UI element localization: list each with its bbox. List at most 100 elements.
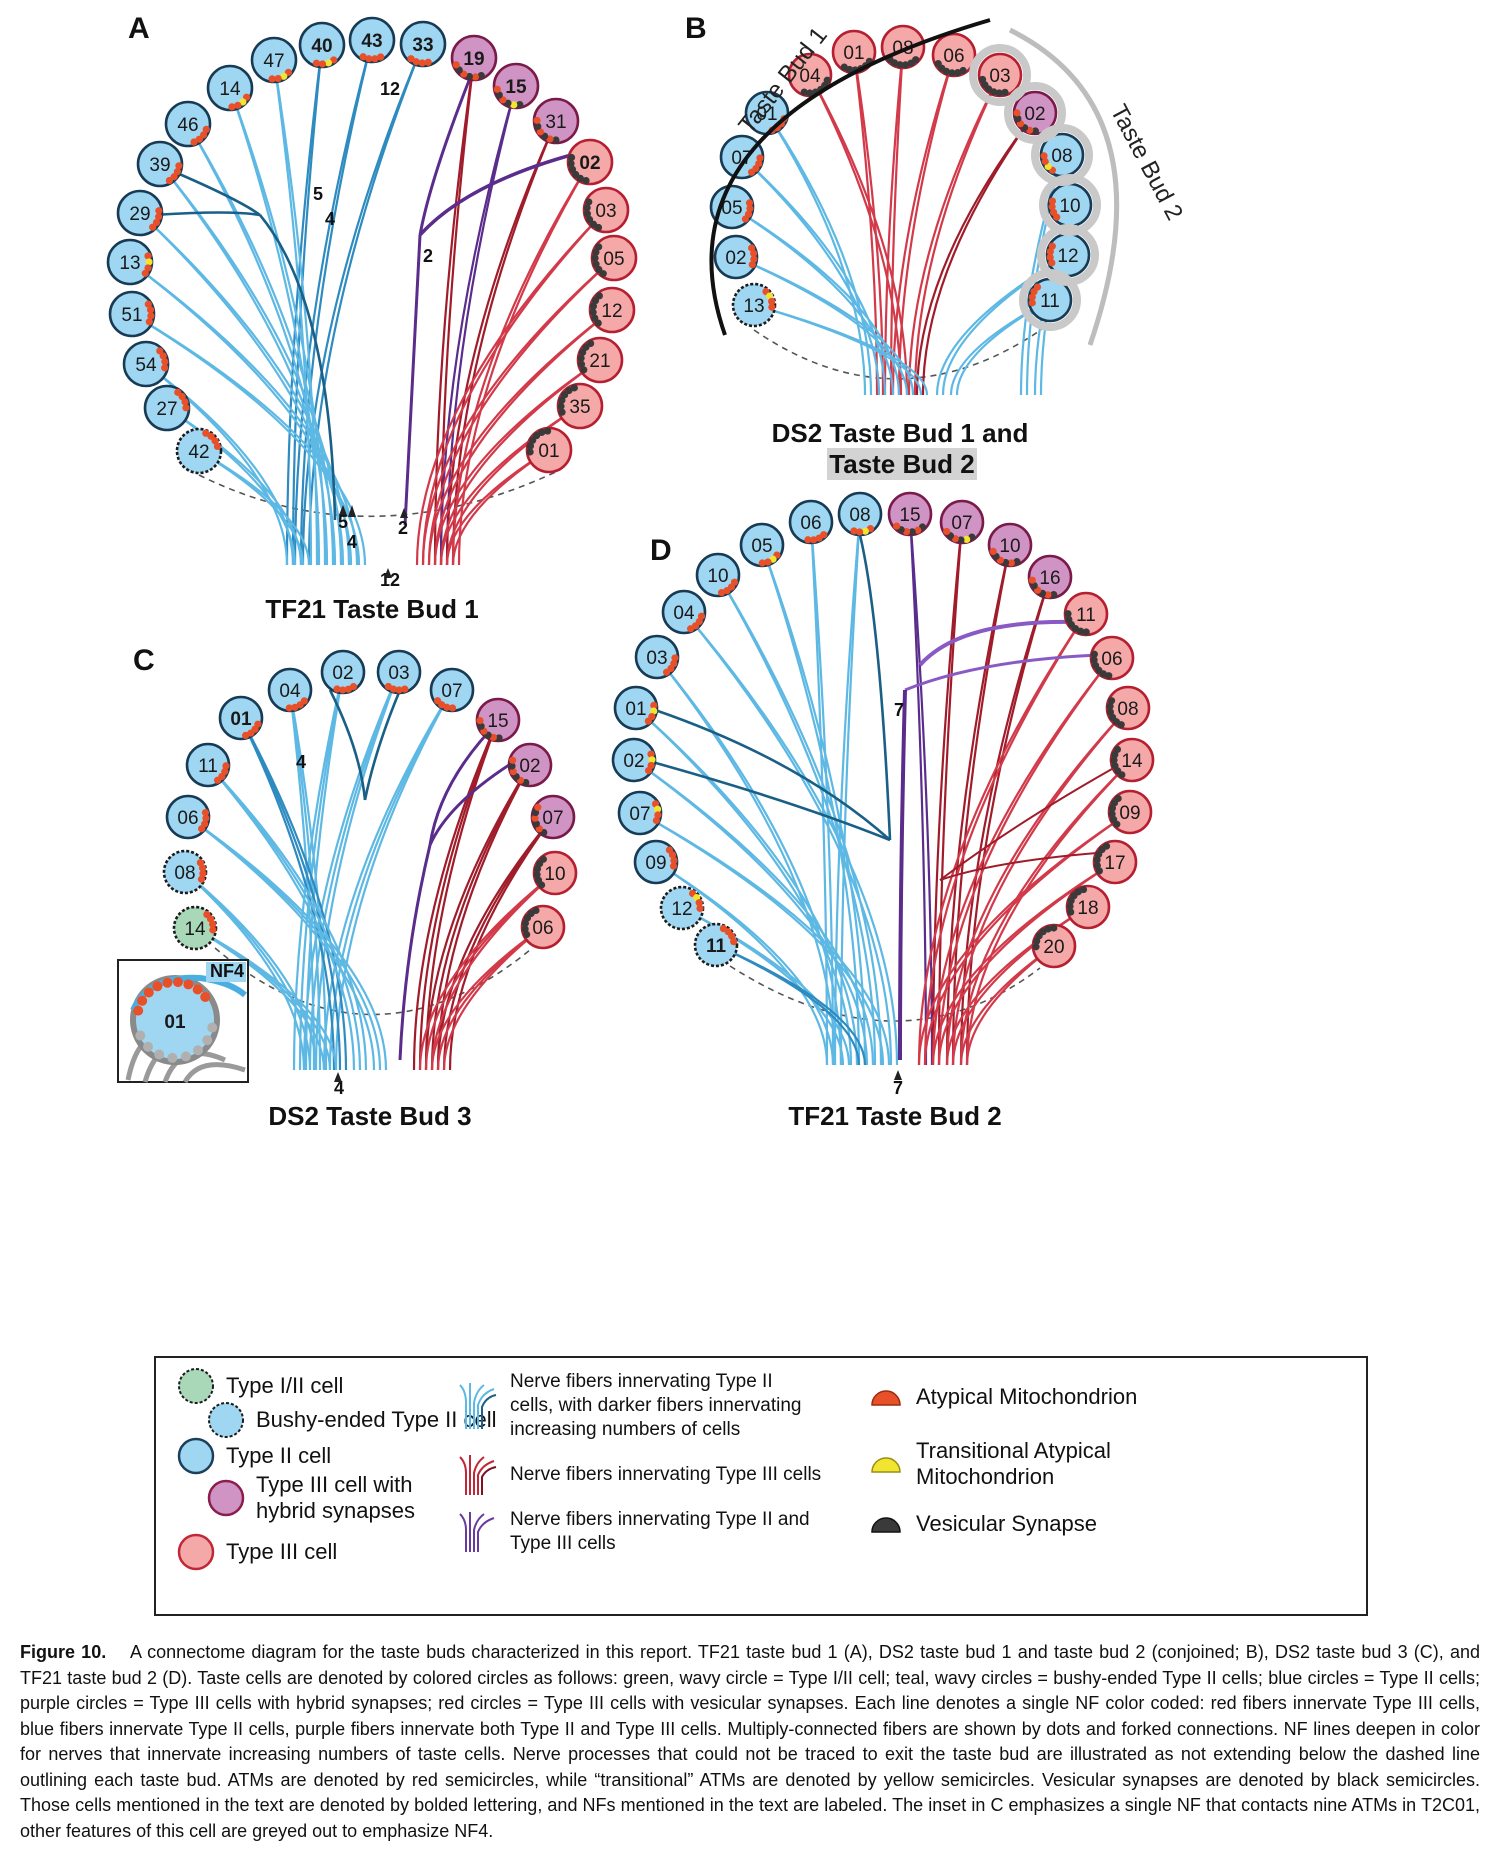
caption-text: A connectome diagram for the taste buds … [20,1642,1481,1841]
cell-label: 43 [361,31,382,52]
organelle-dot [804,536,812,544]
legend-bushy-label: Bushy-ended Type II cell [256,1407,497,1432]
organelle-dot [202,814,210,822]
panel-b: 01 08 06 04 03 02 08 10 12 11 01 07 05 02 13 Taste Bud … [685,12,1188,480]
cell-label: 05 [721,198,742,219]
type-iii-hybrid-cell-icon [207,1479,245,1517]
greyed-dot [154,1049,165,1060]
cell-circle [175,427,223,475]
nerve-fiber [917,613,1087,1066]
organelle-dot [395,686,403,694]
taste-cell: 40 [298,21,346,69]
organelle-dot [532,906,540,915]
cell-ring: 02 03 04 07 01 15 11 02 06 07 08 10 14 06 [162,649,578,951]
organelle-dot [401,685,409,693]
organelle-dot [647,750,655,758]
organelle-dot [595,265,603,274]
taste-cell: 10 [532,850,578,896]
organelle-dot [339,686,347,694]
cell-label: 01 [538,441,559,462]
organelle-dot [748,261,756,269]
cell-ring: 06 08 15 07 05 10 10 16 04 11 03 06 01 08 02 14 07 09 09 17… [611,491,1155,969]
organelle-dot [365,55,373,63]
taste-cell: 06 [788,499,834,545]
organelle-dot [318,60,327,68]
cell-label: 35 [569,397,590,418]
organelle-dot [533,116,541,124]
title-highlight [827,448,977,480]
taste-cell: 15 [492,62,540,110]
organelle-dot [190,138,198,146]
organelle-dot [516,101,524,109]
organelle-dot [538,428,546,437]
organelle-dot [764,558,772,566]
nerve-fiber [633,759,875,1066]
panel-c-title: DS2 Taste Bud 3 [268,1101,471,1131]
cell-label: 12 [1057,246,1078,267]
legend-vesicular: Vesicular Synapse [866,1511,1097,1537]
nerve-fiber [433,309,613,566]
cell-label: 11 [198,756,218,777]
greyed-dot [143,1041,154,1052]
cell-label: 06 [1101,649,1122,670]
organelle-dot [592,260,600,268]
panel-a: 40 43 331915310203051221350147144639291351… [106,12,638,624]
exit-label-7: 7 [893,1078,903,1098]
multi-connected-fiber [169,168,261,217]
nerve-fiber [683,611,893,1066]
cell-label: 08 [174,863,195,884]
cell-label: 03 [595,201,616,222]
organelle-dot [510,101,518,109]
organelle-dot [534,122,542,130]
organelle-dot [324,59,333,67]
organelle-dot [344,685,352,693]
taste-bud-2-highlight [1019,269,1081,331]
panel-c-letter: C [133,644,155,677]
organelle-dot [201,808,210,817]
organelle-dot [195,135,203,143]
organelle-dot [407,55,415,63]
cell-label: 18 [1077,898,1098,919]
taste-bud-2-bracket [1008,27,1120,346]
taste-cell: 13 [731,282,777,328]
multi-connected-fiber [154,211,261,217]
organelle-dot [957,536,965,544]
organelle-dot [209,920,217,928]
taste-cell: 05 [590,234,638,282]
legend-type-iii-label: Type III cell [226,1539,338,1564]
cell-label: 02 [579,153,600,174]
nerve-fiber [656,656,843,1066]
cell-label: 02 [519,756,540,777]
taste-cell: 08 [1105,685,1151,731]
organelle-dot [280,72,288,80]
cell-label: 12 [601,301,622,322]
organelle-dot [202,125,210,134]
taste-cell: 07 [939,499,985,545]
organelle-dot [145,318,153,326]
taste-cell: 10 [1047,182,1093,228]
organelle-dot [652,816,660,825]
legend-type-ii: Type II cell [176,1436,331,1476]
organelle-dot [213,442,222,451]
atypical-mitochondrion-icon [871,1390,901,1406]
legend-nf-both: Nerve fibers innervating Type II and Type… [456,1508,810,1556]
cell-label: 27 [156,399,177,420]
organelle-dot [1041,157,1049,166]
organelle-dot [495,734,503,742]
cell-label: 04 [799,66,821,87]
cell-label: 02 [725,248,746,269]
organelle-dot [746,205,754,213]
cell-label: 10 [544,864,565,885]
organelle-dot [1014,114,1022,123]
organelle-dot [509,768,517,776]
cell-label: 07 [951,513,972,534]
cell-label: 15 [899,505,920,526]
greyed-dot [135,1030,146,1041]
organelle-dot [371,55,379,63]
legend-type-iii-hybrid-label: Type III cell with hybrid synapses [256,1472,415,1523]
nerve-fiber [717,574,883,1066]
organelle-dot [800,88,808,96]
cell-label: 42 [188,442,209,463]
cell-label: 01 [756,104,777,125]
organelle-dot [914,526,922,534]
